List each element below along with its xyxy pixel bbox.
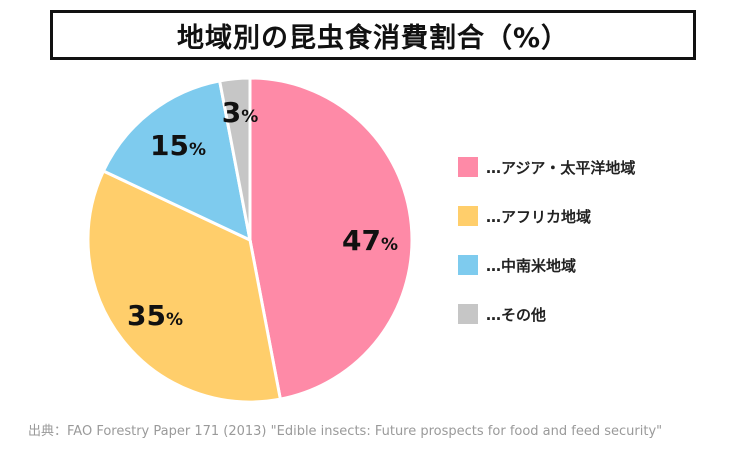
slice-label: 15% <box>150 129 206 162</box>
legend-label: …アジア・太平洋地域 <box>486 158 636 177</box>
legend-swatch <box>458 206 478 226</box>
slice-label: 47% <box>342 224 398 257</box>
legend-label: …その他 <box>486 305 547 324</box>
slice-label: 35% <box>127 299 183 332</box>
source-note: 出典：FAO Forestry Paper 171 (2013) "Edible… <box>28 424 663 439</box>
legend-label: …アフリカ地域 <box>486 207 592 226</box>
legend-item: …中南米地域 <box>458 252 635 278</box>
legend-swatch <box>458 157 478 177</box>
pie-slice <box>86 169 283 404</box>
legend-swatch <box>458 255 478 275</box>
pie-slice <box>217 76 252 241</box>
legend-item: …その他 <box>458 301 635 327</box>
legend-item: …アフリカ地域 <box>458 203 635 229</box>
legend-swatch <box>458 304 478 324</box>
legend-label: …中南米地域 <box>486 256 577 275</box>
pie-slice <box>248 76 414 401</box>
chart-title: 地域別の昆虫食消費割合（%） <box>50 10 696 60</box>
legend-item: …アジア・太平洋地域 <box>458 154 635 180</box>
legend: …アジア・太平洋地域 …アフリカ地域 …中南米地域 …その他 <box>458 154 635 350</box>
slice-label: 3% <box>222 96 259 129</box>
pie-slice <box>101 79 253 243</box>
